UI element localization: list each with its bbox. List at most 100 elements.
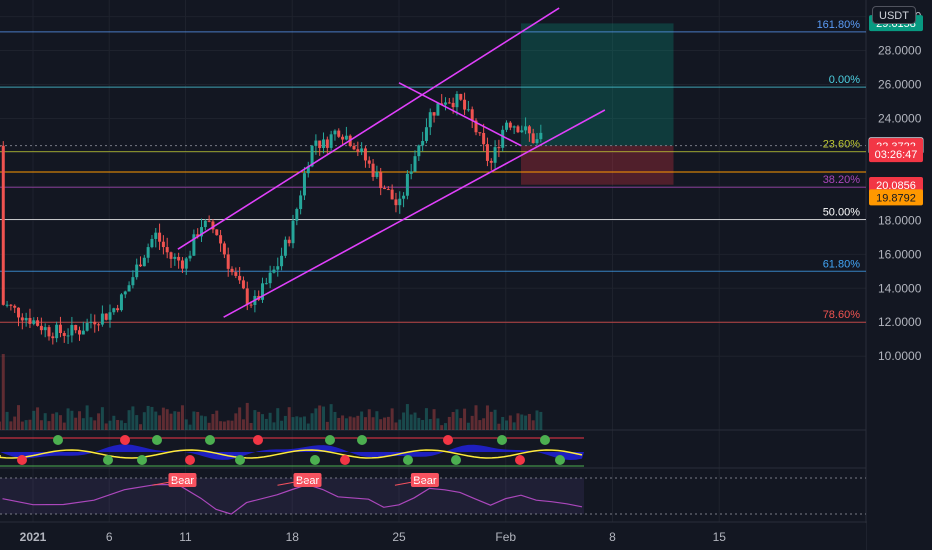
volume-bar [386,416,390,430]
candle-body [436,103,440,116]
candle-body [135,264,139,278]
price-tag-bg [869,176,923,193]
candle-body [207,220,211,222]
channel-line [177,7,560,250]
trend-channel-lines[interactable] [177,7,606,318]
volume-bar [413,412,417,430]
candle-body [36,320,40,326]
candle-body [459,93,463,100]
candle-body [55,324,59,339]
candle-body [302,173,306,196]
candle-body [295,209,299,221]
candle-body [287,239,291,244]
volume-bar [383,417,387,430]
candle-body [116,308,120,311]
volume-bar [310,413,314,430]
volume-bar [81,418,85,430]
price-tick-label: 26.0000 [878,78,922,92]
price-tag-bg [869,189,923,206]
bear-divergence-line [394,479,426,486]
volume-bar [344,418,348,430]
candle-body [58,324,62,334]
volume-bar [158,415,162,430]
volume-bar [314,408,318,430]
position-stop-zone [521,145,674,185]
candle-body [5,304,9,306]
candle-body [222,243,226,255]
volume-bar [184,419,188,430]
candle-body [226,254,230,269]
volume-bar [47,421,51,430]
osc-signal-dot [253,435,263,445]
time-tick-label: 2021 [20,530,47,544]
candle-body [520,130,524,133]
volume-bar [363,417,367,430]
volume-bar [394,422,398,430]
volume-bar [70,410,74,430]
volume-bar [211,414,215,430]
volume-bar [280,420,284,430]
volume-bar [409,414,413,430]
volume-bar [379,419,383,430]
volume-bar [249,422,253,430]
volume-bar [58,415,62,430]
candle-body [489,160,493,163]
candle-body [188,255,192,259]
osc-signal-dot [340,455,350,465]
candle-body [150,238,154,248]
fib-level-label: 78.60% [823,309,861,321]
candle-body [261,283,265,300]
candle-body [493,147,497,163]
candle-body [192,234,196,256]
osc-signal-dot [555,455,565,465]
volume-bar [51,413,55,430]
volume-bar [203,416,207,430]
candle-body [28,317,32,324]
volume-bar [135,415,139,430]
volume-bar [444,423,448,430]
volume-bar [66,408,70,430]
bear-label: Bear [296,475,320,487]
volume-bar [238,407,242,430]
volume-bar [424,408,428,430]
volume-bar [440,425,444,430]
long-position-box[interactable] [521,23,674,185]
price-tick-label: 12.0000 [878,315,922,329]
volume-bar [417,417,421,430]
candle-body [81,330,85,335]
volume-bar [436,418,440,430]
volume-bar [295,416,299,430]
candle-body [497,147,501,149]
osc-signal-dot [325,435,335,445]
candle-body [352,145,356,150]
price-axis[interactable]: 32.000030.000028.000026.000024.000022.00… [867,0,932,550]
osc-signal-dot [53,435,63,445]
volume-bar [539,411,543,430]
candle-body [524,126,528,131]
time-axis[interactable]: 2021 6 11 18 25 Feb 8 15 [0,523,866,550]
volume-bar [516,413,520,430]
volume-bar [432,409,436,430]
bear-label: Bear [413,475,437,487]
candle-body [329,134,333,148]
osc-signal-dot [235,455,245,465]
time-tick-label: 8 [609,530,616,544]
candle-body [17,307,21,318]
time-tick-label: 11 [179,530,192,544]
volume-bar [531,420,535,430]
fib-level-label: 38.20% [823,174,861,186]
candle-body [112,308,116,313]
price-tag-label: 03:26:47 [875,149,918,161]
currency-button[interactable]: USDT [872,6,916,24]
candle-body [379,172,383,189]
volume-bar [466,422,470,430]
volume-bar [261,414,265,430]
fibonacci-retracement[interactable]: 161.80% 0.00% 23.60% 38.20% 50.00% 61.80% 78.6… [0,19,866,323]
candle-body [344,135,348,140]
volume-bar [93,420,97,430]
volume-bar [192,411,196,430]
candle-body [211,221,215,230]
candle-body [337,130,341,137]
